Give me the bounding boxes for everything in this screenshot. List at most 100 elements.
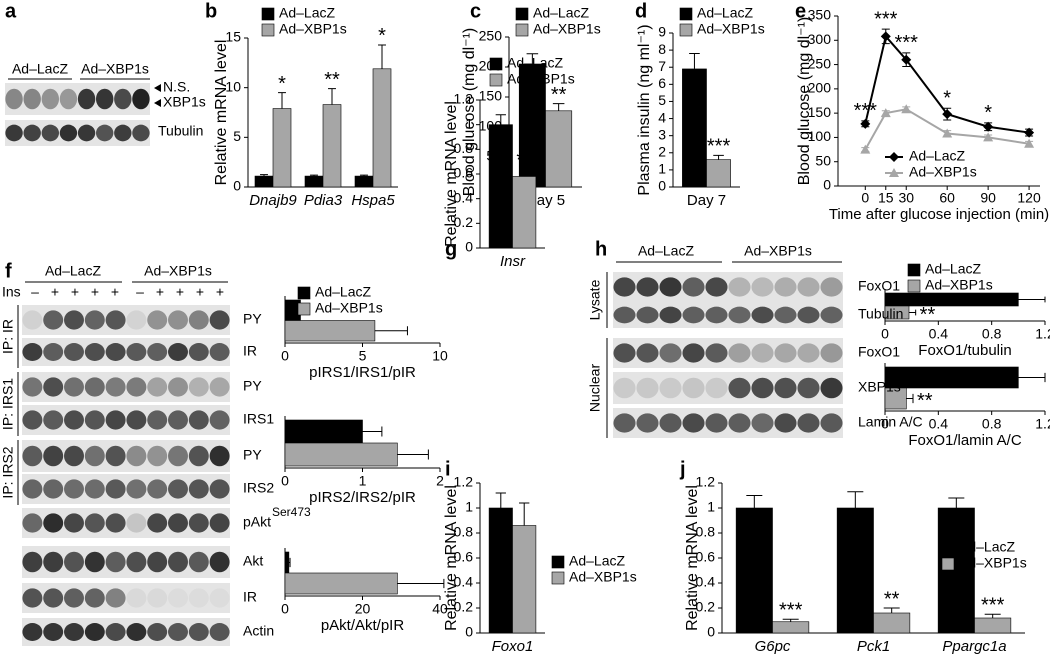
- blot-band: [705, 306, 728, 324]
- y-tick-label: 250: [479, 28, 503, 44]
- blot-label: IR: [243, 589, 257, 605]
- blot-band: [95, 88, 114, 110]
- y-axis-label: Plasma insulin (ng ml⁻¹): [636, 24, 653, 195]
- blot-band: [126, 445, 147, 467]
- legend-label: Ad–XBP1s: [697, 21, 765, 37]
- blot-band: [22, 551, 43, 573]
- y-tick-label: 0: [658, 178, 666, 194]
- blot-band: [5, 124, 23, 142]
- blot-band: [126, 410, 147, 430]
- y-tick-label: 0.4: [454, 189, 474, 205]
- significance: **: [551, 84, 567, 106]
- x-tick-label: 0: [881, 326, 889, 342]
- blot-band: [114, 124, 132, 142]
- x-tick-label: 0.8: [982, 326, 1002, 342]
- y-tick-label: 0.4: [454, 574, 474, 590]
- blot-band: [126, 377, 147, 397]
- significance: **: [324, 69, 340, 91]
- blot-band: [797, 343, 820, 363]
- x-tick-label: 0.8: [982, 416, 1002, 432]
- blot-band: [168, 479, 188, 499]
- marker: [901, 54, 912, 65]
- y-tick-label: 0: [233, 178, 241, 194]
- blot-band: [682, 343, 705, 363]
- legend-swatch: [489, 57, 503, 71]
- bar: [512, 525, 537, 634]
- blot-band: [126, 551, 147, 573]
- group-label: Ad–LacZ: [638, 243, 694, 259]
- blot-label: XBP1s: [858, 379, 901, 395]
- blot-band: [126, 310, 147, 330]
- error-bar: [713, 154, 724, 160]
- blot-band: [105, 513, 126, 533]
- blot-band: [84, 445, 105, 467]
- blot-band: [147, 377, 168, 397]
- bar: [488, 124, 513, 249]
- bar: [488, 507, 513, 634]
- blot-band: [114, 88, 132, 110]
- blot-band: [209, 551, 230, 573]
- legend-swatch: [551, 555, 565, 569]
- error-bar: [278, 92, 286, 109]
- error-bar: [906, 393, 914, 404]
- y-tick-label: 1.2: [696, 474, 716, 490]
- blot-band: [105, 588, 126, 608]
- arrow: [154, 84, 161, 92]
- x-tick-label: Dnajb9: [249, 192, 297, 209]
- blot-band: [64, 588, 84, 608]
- x-tick-label: 2: [436, 473, 444, 489]
- bar: [284, 419, 363, 444]
- bar: [682, 68, 707, 188]
- error-bar: [362, 426, 383, 437]
- legend-swatch: [679, 23, 693, 37]
- blot-band: [59, 88, 78, 110]
- x-axis-label: pAkt/Akt/pIR: [321, 617, 405, 634]
- legend-swatch: [297, 286, 311, 300]
- blot-band: [23, 124, 41, 142]
- bar: [372, 68, 392, 188]
- blot-band: [22, 479, 43, 499]
- bar: [512, 176, 537, 249]
- blot-band: [43, 343, 64, 361]
- blot-band: [105, 343, 126, 361]
- group-label: Ad–XBP1s: [81, 61, 149, 77]
- blot-band: [43, 410, 64, 430]
- blot-band: [188, 410, 209, 430]
- y-tick-label: 10: [225, 78, 241, 94]
- blot-band: [751, 377, 774, 399]
- blot-band: [636, 277, 659, 297]
- blot-band: [43, 310, 64, 330]
- blot-band: [64, 343, 84, 361]
- bar: [354, 175, 374, 188]
- y-tick-label: 0.8: [454, 140, 474, 156]
- blot-band: [682, 277, 705, 297]
- bar: [545, 110, 573, 188]
- legend-swatch: [679, 7, 693, 21]
- y-tick-label: 250: [808, 55, 832, 71]
- bar: [735, 507, 773, 634]
- legend-label: Ad–XBP1s: [569, 569, 637, 585]
- blot-band: [682, 306, 705, 324]
- marker: [1024, 138, 1035, 148]
- marker: [880, 31, 891, 42]
- blot-band: [751, 277, 774, 297]
- legend-label: Ad–XBP1s: [925, 277, 993, 293]
- blot-band: [774, 306, 797, 324]
- blot-band: [126, 623, 147, 641]
- blot-band: [105, 310, 126, 330]
- x-tick-label: 40: [432, 601, 448, 617]
- y-tick-label: 0.8: [696, 524, 716, 540]
- y-tick-label: 50: [815, 152, 831, 168]
- legend-swatch: [907, 263, 921, 277]
- blot-label: FoxO1: [858, 278, 900, 294]
- legend-swatch: [515, 23, 529, 37]
- blot-band: [636, 343, 659, 363]
- blot-band: [22, 310, 43, 330]
- section-label: Lysate: [587, 279, 603, 320]
- sign: +: [156, 284, 164, 300]
- sign: +: [111, 284, 119, 300]
- blot-band: [64, 377, 84, 397]
- marker: [901, 104, 912, 114]
- blot-label: Lamin A/C: [858, 414, 923, 430]
- panel-letter: i: [445, 458, 451, 480]
